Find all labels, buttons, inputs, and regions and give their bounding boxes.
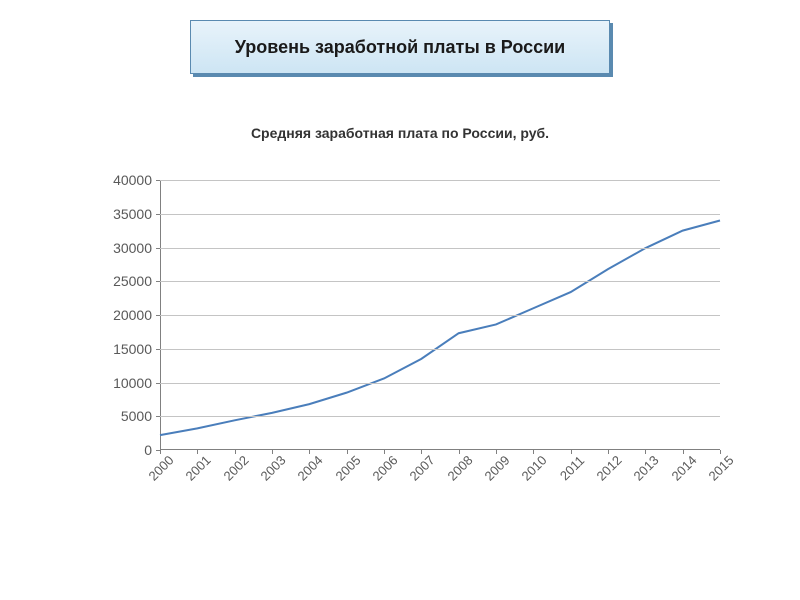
y-axis-label: 40000 xyxy=(113,172,160,188)
x-axis-label: 2012 xyxy=(594,453,625,484)
x-tick xyxy=(571,450,572,454)
x-tick xyxy=(347,450,348,454)
x-tick xyxy=(533,450,534,454)
chart-area: 0 5000 10000 15000 20000 25000 30000 35000 40000… xyxy=(100,170,730,500)
gridline xyxy=(160,214,720,215)
x-axis-label: 2010 xyxy=(519,453,550,484)
header-box: Уровень заработной платы в России xyxy=(190,20,610,74)
gridline xyxy=(160,349,720,350)
x-tick xyxy=(720,450,721,454)
chart-title: Средняя заработная плата по России, руб. xyxy=(0,125,800,141)
x-axis-label: 2013 xyxy=(631,453,662,484)
x-tick xyxy=(272,450,273,454)
x-axis-label: 2002 xyxy=(220,453,251,484)
x-tick xyxy=(683,450,684,454)
y-axis-label: 25000 xyxy=(113,273,160,289)
y-axis-label: 20000 xyxy=(113,307,160,323)
x-axis-label: 2014 xyxy=(668,453,699,484)
x-axis-label: 2005 xyxy=(332,453,363,484)
x-axis-label: 2009 xyxy=(482,453,513,484)
x-axis-label: 2003 xyxy=(258,453,289,484)
x-axis-label: 2011 xyxy=(557,453,587,483)
y-axis-label: 10000 xyxy=(113,375,160,391)
gridline xyxy=(160,383,720,384)
y-axis-label: 35000 xyxy=(113,206,160,222)
x-tick xyxy=(197,450,198,454)
x-axis-label: 2004 xyxy=(295,453,326,484)
gridline xyxy=(160,180,720,181)
line-series xyxy=(160,221,720,436)
x-tick xyxy=(421,450,422,454)
x-tick xyxy=(384,450,385,454)
x-tick xyxy=(309,450,310,454)
gridline xyxy=(160,416,720,417)
y-axis-label: 30000 xyxy=(113,240,160,256)
x-tick xyxy=(496,450,497,454)
gridline xyxy=(160,281,720,282)
x-axis-label: 2001 xyxy=(183,453,214,484)
y-axis-label: 5000 xyxy=(121,408,160,424)
x-tick xyxy=(608,450,609,454)
x-tick xyxy=(645,450,646,454)
x-axis-label: 2015 xyxy=(706,453,737,484)
x-axis-label: 2007 xyxy=(407,453,438,484)
plot-area: 0500010000150002000025000300003500040000… xyxy=(160,180,720,450)
gridline xyxy=(160,315,720,316)
x-tick xyxy=(235,450,236,454)
header-title: Уровень заработной платы в России xyxy=(235,37,565,58)
y-axis-label: 15000 xyxy=(113,341,160,357)
x-axis-label: 2008 xyxy=(444,453,475,484)
x-tick xyxy=(160,450,161,454)
gridline xyxy=(160,248,720,249)
x-tick xyxy=(459,450,460,454)
y-axis-label: 0 xyxy=(144,442,160,458)
x-axis-label: 2006 xyxy=(370,453,401,484)
